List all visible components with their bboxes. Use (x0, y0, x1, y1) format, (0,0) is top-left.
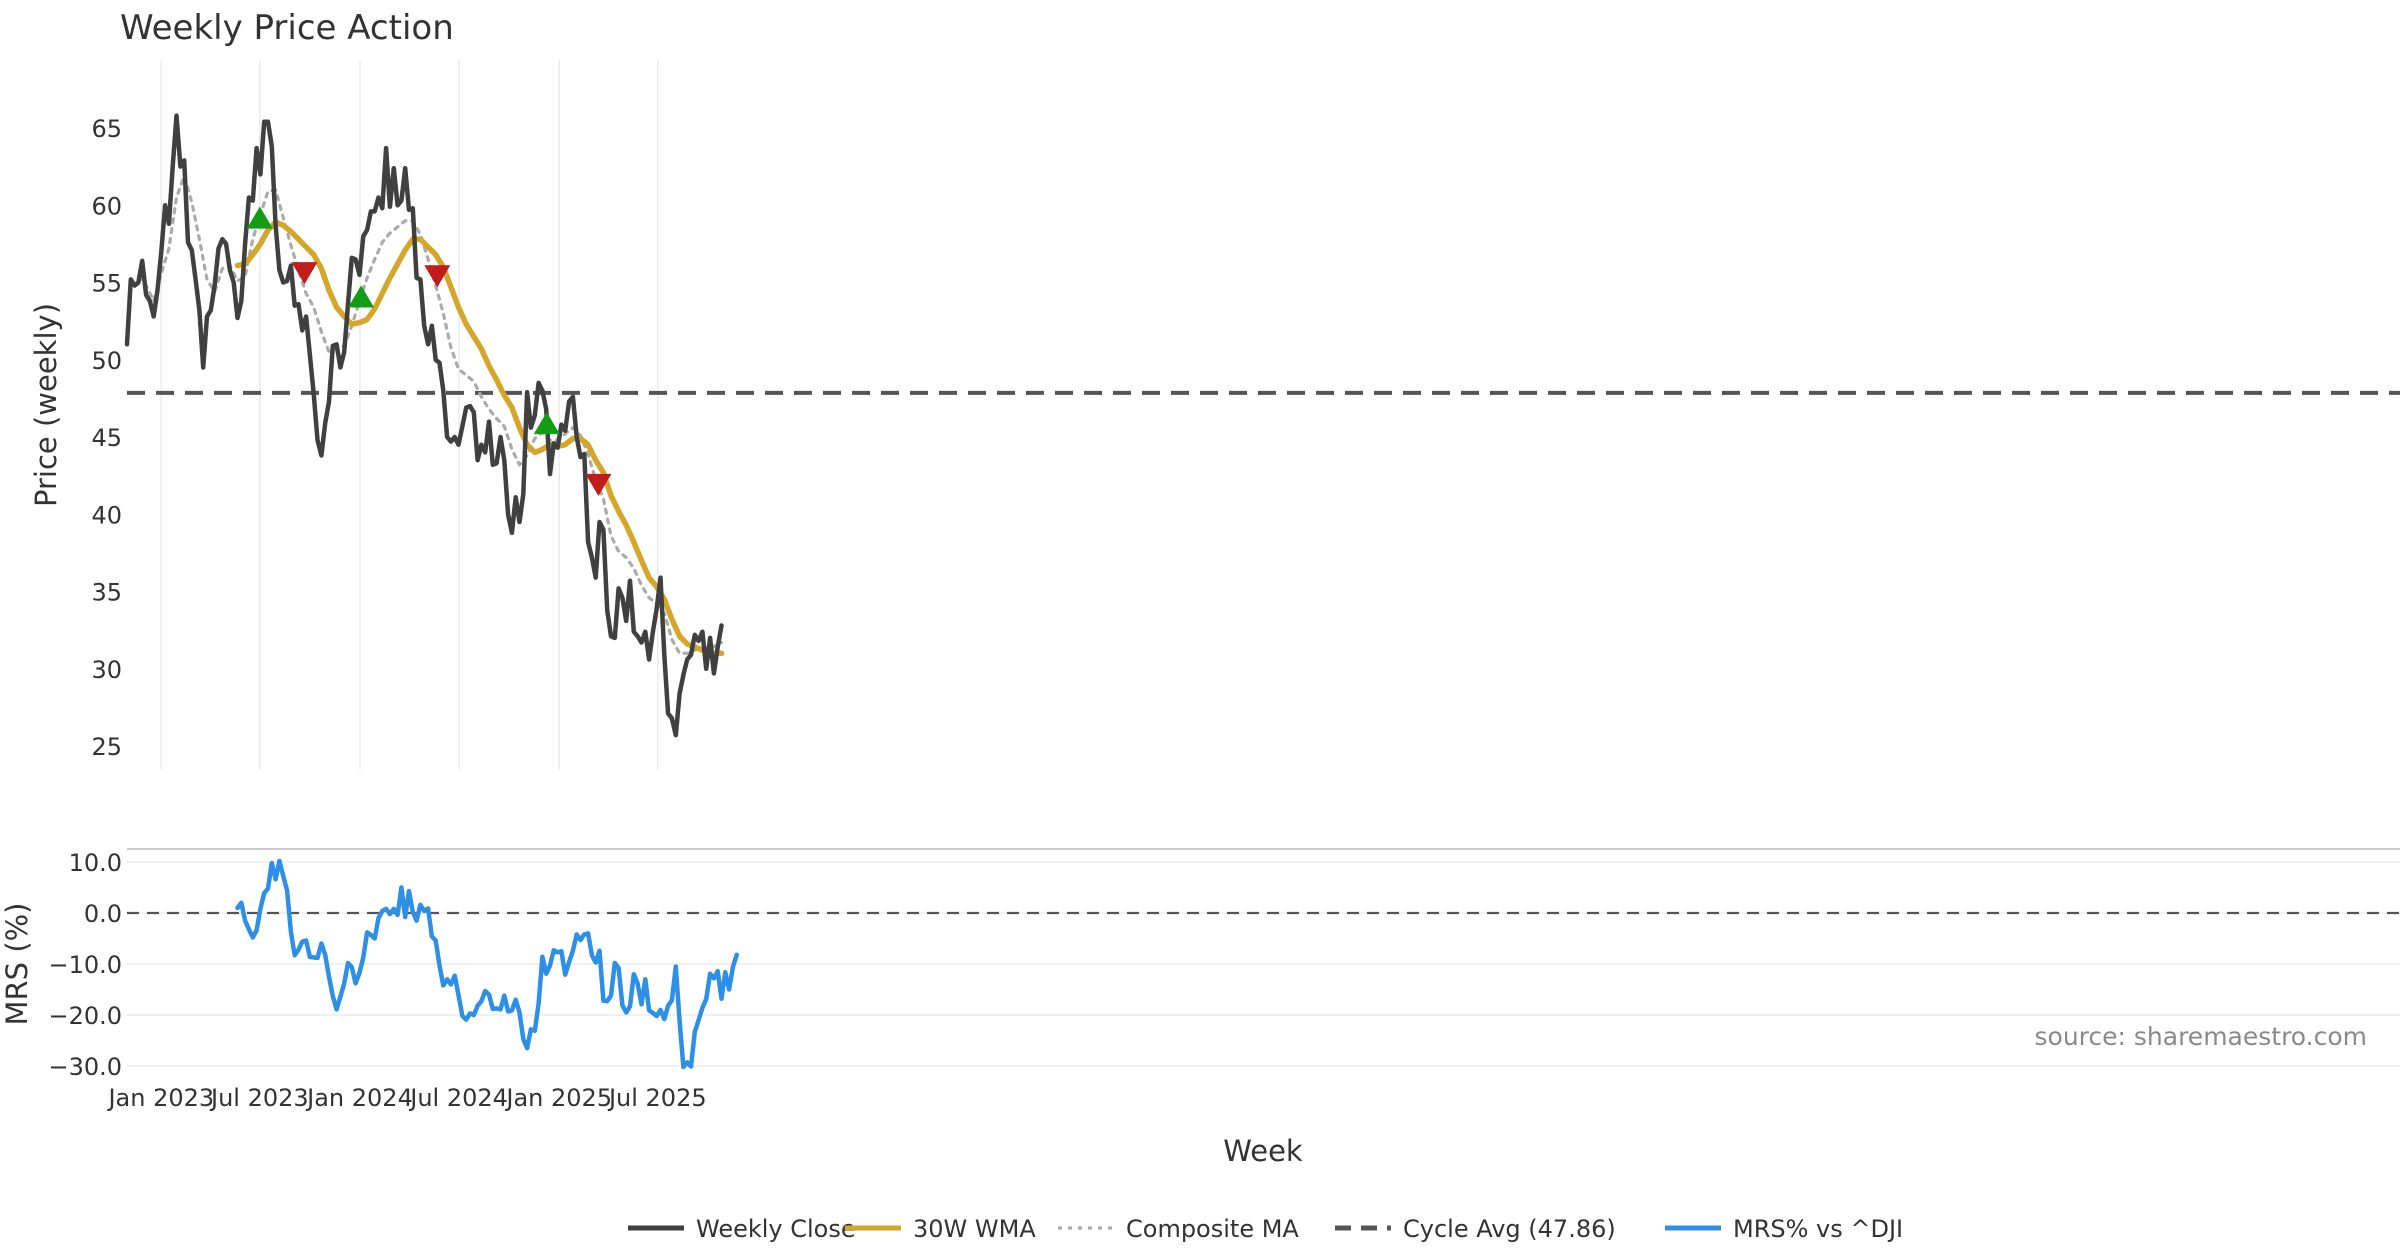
buy-signal-marker (246, 206, 273, 229)
legend-label: Cycle Avg (47.86) (1403, 1215, 1616, 1243)
price-composite-ma-line (136, 174, 724, 655)
price-y-tick-label: 55 (91, 270, 122, 298)
source-watermark: source: sharemaestro.com (2035, 1022, 2368, 1051)
x-tick-label: Jul 2024 (408, 1084, 508, 1112)
mrs-mrs-vs-dji-line (235, 858, 739, 1070)
price-weekly-close-line (124, 113, 724, 738)
mrs-y-axis-title: MRS (%) (0, 903, 34, 1026)
mrs-panel-series (235, 858, 739, 1070)
sell-signal-marker (585, 473, 612, 496)
price-panel-grid (160, 60, 659, 770)
price-y-tick-label: 25 (91, 733, 122, 761)
price-y-tick-label: 40 (91, 501, 122, 529)
price-panel-signal-markers (246, 206, 612, 496)
mrs-y-tick-label: 10.0 (69, 849, 122, 877)
x-axis-title: Week (1223, 1134, 1303, 1168)
price-30w-wma-line (234, 219, 725, 657)
price-y-tick-label: 65 (91, 115, 122, 143)
mrs-y-tick-label: −30.0 (48, 1053, 122, 1081)
x-tick-label: Jul 2023 (209, 1084, 309, 1112)
legend-label: MRS% vs ^DJI (1733, 1215, 1903, 1243)
x-tick-label: Jul 2025 (607, 1084, 707, 1112)
mrs-panel-y-ticks: 10.0 0.0 −10.0 −20.0 −30.0 (48, 849, 122, 1081)
price-y-axis-title: Price (weekly) (29, 303, 63, 507)
x-tick-label: Jan 2023 (106, 1084, 214, 1112)
mrs-panel-grid (127, 848, 2400, 1067)
chart-title: Weekly Price Action (120, 8, 454, 48)
price-y-tick-label: 35 (91, 579, 122, 607)
mrs-y-tick-label: 0.0 (84, 900, 122, 928)
price-y-tick-label: 30 (91, 656, 122, 684)
mrs-y-tick-label: −10.0 (48, 951, 122, 979)
buy-signal-marker (533, 412, 560, 435)
x-tick-label: Jan 2024 (305, 1084, 413, 1112)
sell-signal-marker (424, 265, 451, 288)
mrs-y-tick-label: −20.0 (48, 1002, 122, 1030)
legend-label: 30W WMA (913, 1215, 1036, 1243)
price-panel-y-ticks: 25 30 35 40 45 50 55 60 65 (91, 115, 122, 761)
chart-legend: Weekly Close 30W WMA Composite MA Cycle Avg… (628, 1215, 1903, 1243)
sell-signal-marker (291, 262, 318, 285)
price-y-tick-label: 50 (91, 347, 122, 375)
price-panel-series (124, 113, 725, 738)
x-tick-label: Jan 2025 (504, 1084, 612, 1112)
legend-label: Composite MA (1126, 1215, 1299, 1243)
legend-label: Weekly Close (696, 1215, 856, 1243)
price-y-tick-label: 45 (91, 424, 122, 452)
buy-signal-marker (348, 285, 375, 308)
price-y-tick-label: 60 (91, 192, 122, 220)
